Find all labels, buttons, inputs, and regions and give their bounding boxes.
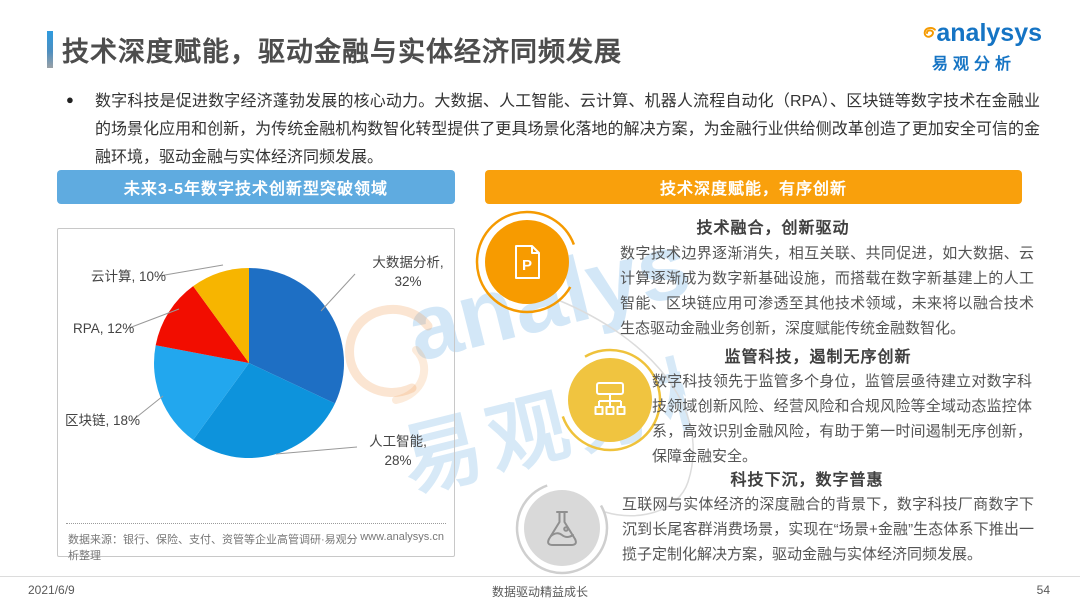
pie-chart	[128, 264, 358, 458]
section-body-2: 数字科技领先于监管多个身位，监管层亟待建立对数字科技领域创新风险、经营风险和合规…	[652, 373, 1032, 465]
pie-leader-lines	[128, 264, 358, 455]
logo-cn-text: 易观分析	[932, 56, 1017, 73]
intro-paragraph: 数字科技是促进数字经济蓬勃发展的核心动力。大数据、人工智能、云计算、机器人流程自…	[95, 93, 1040, 166]
document-p-icon: P	[475, 210, 579, 314]
section-body-3: 互联网与实体经济的深度融合的背景下，数字科技厂商数字下沉到长尾客群消费场景，实现…	[622, 496, 1034, 563]
pie-label-rpa: RPA, 12%	[73, 321, 135, 336]
icons-connector-curve	[557, 299, 694, 517]
footer-slogan: 数据驱动精益成长	[491, 585, 588, 599]
source-divider	[66, 523, 446, 524]
footer-page-number: 54	[1036, 583, 1050, 597]
website-url: www.analysys.cn	[360, 531, 444, 543]
logo-swirl-icon	[923, 27, 936, 38]
footer-divider	[0, 576, 1080, 577]
pie-chart-panel: 大数据分析, 32% 云计算, 10% RPA, 12% 区块链, 18% 人工…	[57, 228, 455, 562]
pie-slice-区块链	[153, 345, 249, 440]
section-icons: P	[475, 210, 694, 575]
analysys-logo: analysys 易观分析	[922, 20, 1042, 74]
section-heading-1: 技术融合，创新驱动	[696, 220, 850, 237]
page-title: 技术深度赋能，驱动金融与实体经济同频发展	[62, 37, 622, 67]
left-panel-header: 未来3-5年数字技术创新型突破领域	[57, 170, 455, 204]
pie-label-ai: 人工智能, 28%	[369, 434, 427, 468]
section-heading-3: 科技下沉，数字普惠	[730, 472, 884, 489]
org-chart-icon	[558, 348, 662, 452]
flask-icon	[515, 481, 609, 575]
bullet-marker: ●	[66, 92, 74, 107]
svg-text:P: P	[522, 257, 532, 274]
pie-label-big-data: 大数据分析, 32%	[372, 255, 444, 289]
section-body-1: 数字技术边界逐渐消失，相互关联、共同促进，如大数据、云计算逐渐成为数字新基础设施…	[620, 245, 1034, 337]
pie-label-blockchain: 区块链, 18%	[65, 413, 141, 428]
title-accent-bar	[47, 31, 53, 68]
footer-date: 2021/6/9	[28, 583, 75, 597]
logo-brand-text: analysys	[936, 19, 1042, 47]
pie-label-cloud: 云计算, 10%	[91, 269, 167, 284]
pie-slice-大数据分析	[249, 268, 344, 404]
section-heading-2: 监管科技，遏制无序创新	[724, 349, 912, 366]
pie-slice-RPA	[155, 286, 249, 363]
data-source-note: 数据来源：银行、保险、支付、资管等企业高管调研·易观分析整理	[68, 534, 358, 562]
pie-slice-云计算	[193, 268, 249, 363]
right-panel-header: 技术深度赋能，有序创新	[485, 170, 1022, 204]
pie-slice-人工智能	[193, 363, 335, 458]
